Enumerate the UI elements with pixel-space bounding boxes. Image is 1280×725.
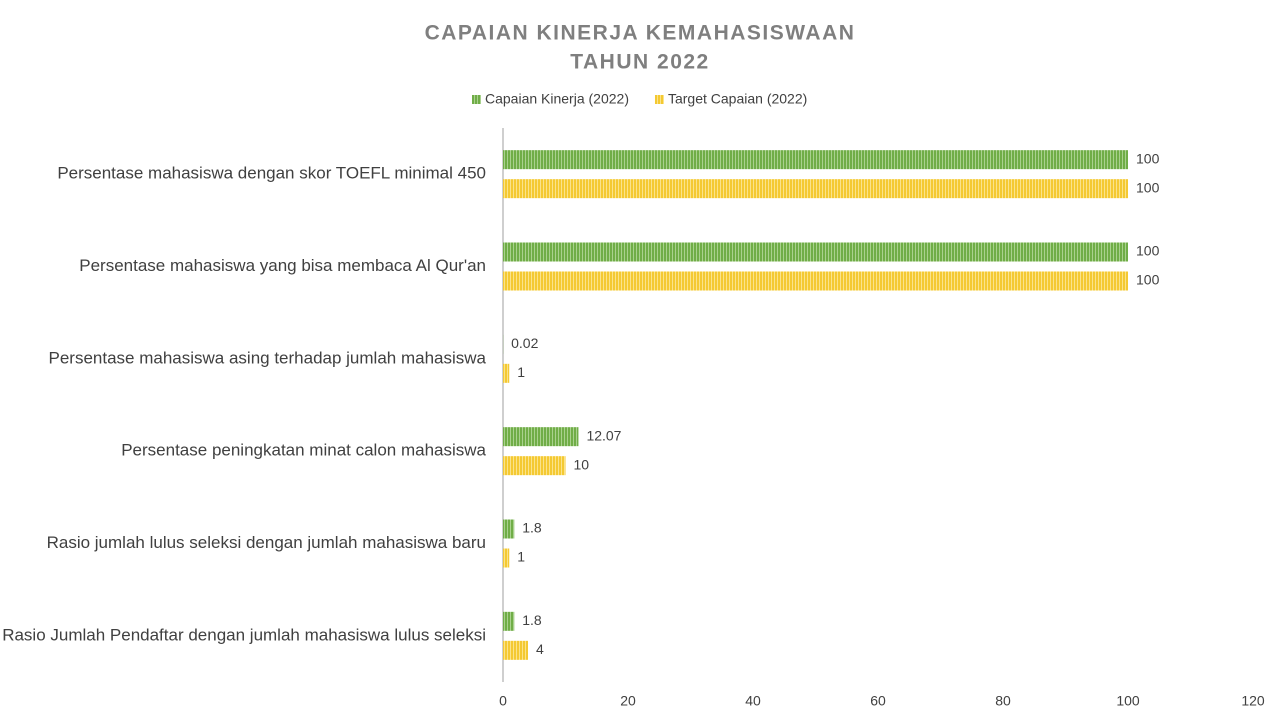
y-tick-label: Persentase mahasiswa yang bisa membaca A…	[79, 256, 486, 275]
legend-swatch	[472, 95, 481, 104]
value-label: 1.8	[522, 612, 542, 628]
bar	[503, 456, 566, 475]
y-tick-label: Persentase peningkatan minat calon mahas…	[121, 441, 486, 460]
bar	[503, 641, 528, 660]
legend-label: Capaian Kinerja (2022)	[485, 91, 629, 107]
legend-swatch	[655, 95, 664, 104]
bar	[503, 243, 1128, 262]
value-label: 100	[1136, 272, 1160, 288]
x-tick-label: 60	[870, 693, 886, 709]
value-label: 100	[1136, 179, 1160, 195]
legend-label: Target Capaian (2022)	[668, 91, 807, 107]
value-label: 0.02	[511, 335, 538, 351]
value-label: 100	[1136, 150, 1160, 166]
value-label: 1	[517, 364, 525, 380]
value-label: 12.07	[586, 427, 621, 443]
chart-title: CAPAIAN KINERJA KEMAHASISWAAN	[425, 22, 856, 45]
y-tick-label: Rasio Jumlah Pendaftar dengan jumlah mah…	[2, 625, 486, 644]
x-tick-label: 40	[745, 693, 761, 709]
x-tick-label: 0	[499, 693, 507, 709]
bar	[503, 364, 509, 383]
bar	[503, 612, 514, 631]
bar	[503, 150, 1128, 169]
value-label: 4	[536, 641, 544, 657]
value-label: 1	[517, 549, 525, 565]
bar	[503, 549, 509, 568]
bar	[503, 179, 1128, 198]
chart-title: TAHUN 2022	[570, 51, 709, 74]
value-label: 100	[1136, 243, 1160, 259]
x-tick-label: 100	[1116, 693, 1140, 709]
y-tick-label: Rasio jumlah lulus seleksi dengan jumlah…	[47, 533, 486, 552]
x-tick-label: 20	[620, 693, 636, 709]
x-tick-label: 120	[1241, 693, 1265, 709]
x-tick-label: 80	[995, 693, 1011, 709]
value-label: 1.8	[522, 520, 542, 536]
value-label: 10	[574, 456, 590, 472]
y-tick-label: Persentase mahasiswa asing terhadap juml…	[48, 348, 486, 367]
bar	[503, 272, 1128, 291]
bar	[503, 427, 578, 446]
y-tick-label: Persentase mahasiswa dengan skor TOEFL m…	[57, 164, 486, 183]
bar	[503, 520, 514, 539]
